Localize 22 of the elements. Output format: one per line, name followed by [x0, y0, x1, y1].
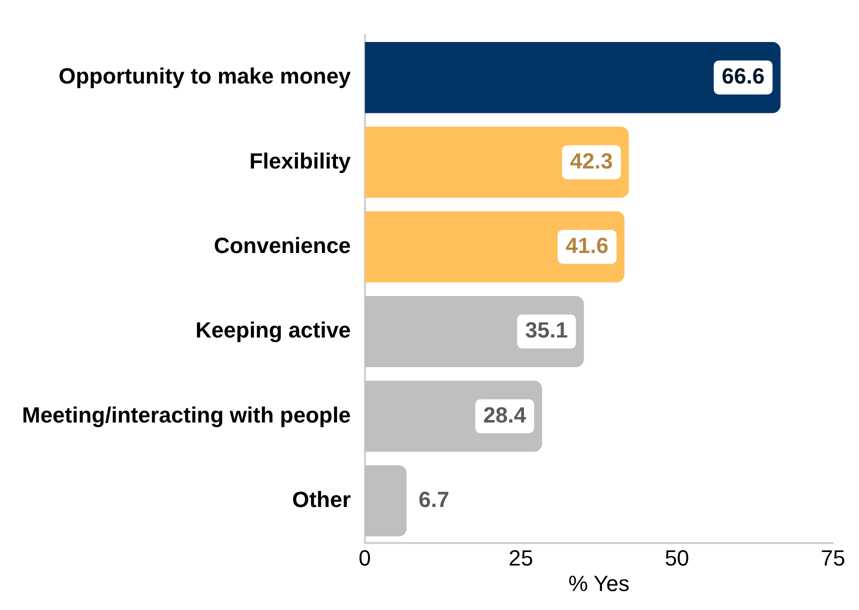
y-tick-label: Meeting/interacting with people — [22, 402, 351, 428]
data-label: 28.4 — [483, 402, 527, 428]
x-tick-label: 75 — [820, 545, 846, 570]
bar — [364, 42, 781, 114]
x-tick-label: 0 — [358, 545, 371, 570]
y-tick-label: Convenience — [214, 232, 351, 258]
x-tick-label: 25 — [508, 545, 534, 570]
bar — [364, 126, 629, 198]
data-label: 35.1 — [525, 318, 568, 343]
y-tick-label: Other — [292, 486, 352, 512]
x-axis-title: % Yes — [568, 570, 630, 596]
data-label: 41.6 — [566, 232, 608, 258]
y-tick-label: Keeping active — [196, 318, 351, 343]
bar — [364, 465, 407, 536]
data-label: 6.7 — [418, 486, 450, 512]
bar — [364, 211, 624, 282]
data-label: 66.6 — [722, 64, 765, 89]
x-tick-label: 50 — [664, 545, 690, 570]
data-label: 42.3 — [570, 148, 613, 174]
bar — [364, 296, 584, 368]
y-tick-label: Opportunity to make money — [58, 64, 352, 89]
y-tick-label: Flexibility — [249, 148, 352, 174]
